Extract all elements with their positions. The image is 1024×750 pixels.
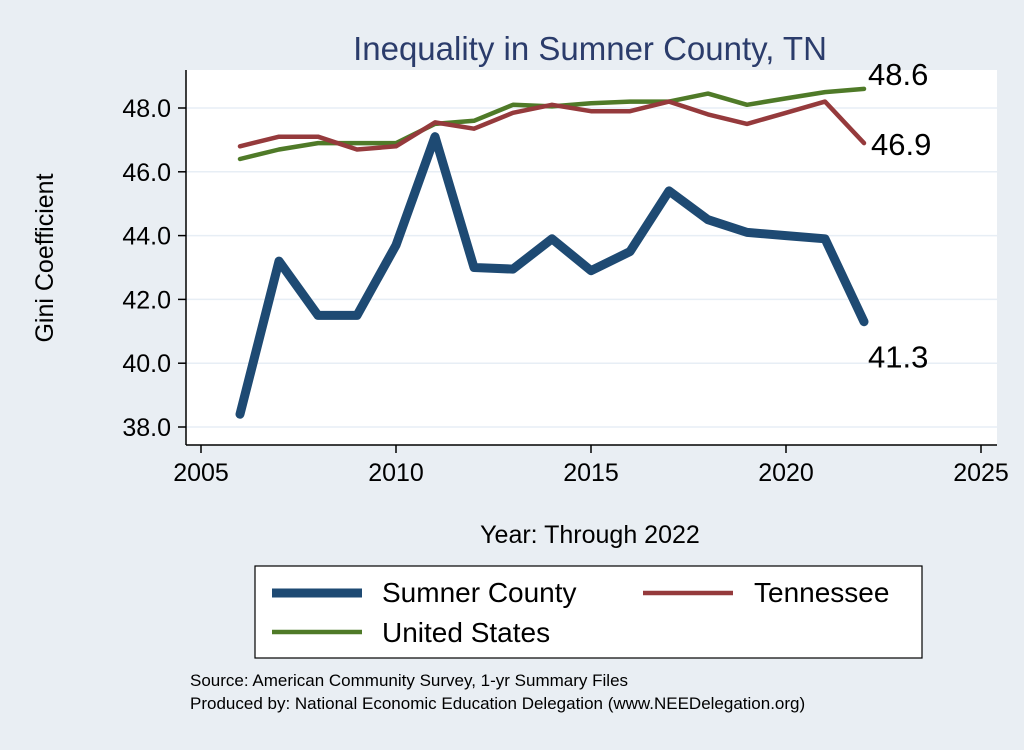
y-tick-label: 44.0 — [122, 223, 171, 251]
y-tick-label: 42.0 — [122, 286, 171, 314]
x-tick-label: 2005 — [173, 459, 229, 487]
legend-label-united-states: United States — [382, 617, 550, 648]
series-line-tennessee — [237, 99, 867, 152]
legend: Sumner County Tennessee United States — [254, 565, 923, 659]
producer-note: Produced by: National Economic Education… — [190, 694, 805, 713]
source-note: Source: American Community Survey, 1-yr … — [190, 671, 628, 690]
x-tick-label: 2015 — [563, 459, 619, 487]
x-tick-label: 2020 — [758, 459, 814, 487]
y-tick-label: 40.0 — [122, 350, 171, 378]
end-labels: 41.3 46.9 48.6 — [868, 57, 931, 375]
series-line-sumner-county — [235, 132, 869, 419]
gridlines — [186, 107, 997, 428]
end-label-tennessee: 46.9 — [871, 127, 931, 162]
end-label-united-states: 48.6 — [868, 57, 928, 92]
chart-title: Inequality in Sumner County, TN — [353, 30, 827, 67]
legend-box — [254, 565, 923, 659]
x-tick-label: 2025 — [953, 459, 1009, 487]
y-tick-label: 38.0 — [122, 414, 171, 442]
series-lines — [235, 86, 869, 419]
x-axis-title: Year: Through 2022 — [480, 521, 700, 549]
legend-label-tennessee: Tennessee — [754, 577, 889, 608]
end-label-sumner-county: 41.3 — [868, 340, 928, 375]
x-tick-label: 2010 — [368, 459, 424, 487]
plot-area — [186, 70, 997, 445]
y-tick-label: 46.0 — [122, 159, 171, 187]
legend-label-sumner-county: Sumner County — [382, 577, 577, 608]
y-axis-title: Gini Coefficient — [31, 173, 59, 342]
axes: 38.0 40.0 42.0 44.0 46.0 48.0 2005 2010 2015 2020… — [122, 70, 1009, 487]
y-tick-label: 48.0 — [122, 95, 171, 123]
